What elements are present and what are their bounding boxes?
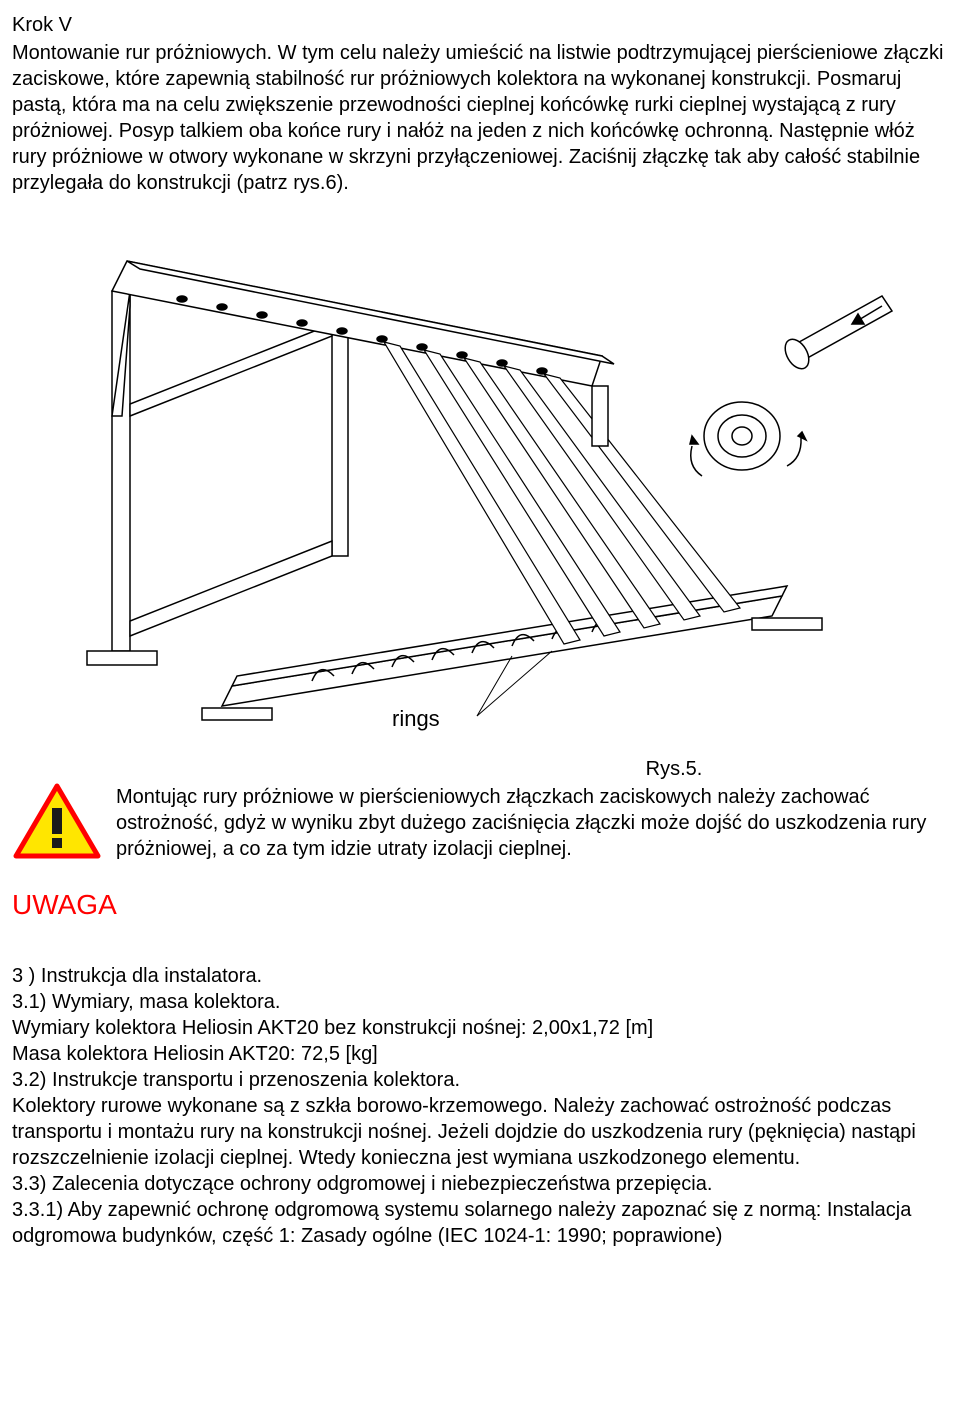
section-3-1-title: 3.1) Wymiary, masa kolektora. [12,989,952,1015]
section-3-2-title: 3.2) Instrukcje transportu i przenoszeni… [12,1067,952,1093]
section-3-3-title: 3.3) Zalecenia dotyczące ochrony odgromo… [12,1171,952,1197]
rings-label: rings [392,706,440,731]
section-3-heading: 3 ) Instrukcja dla instalatora. [12,963,952,989]
step-body: Montowanie rur próżniowych. W tym celu n… [12,40,952,196]
section-3-1-line2: Masa kolektora Heliosin AKT20: 72,5 [kg] [12,1041,952,1067]
uwaga-label: UWAGA [12,887,952,923]
step-title: Krok V [12,12,952,38]
section-3: 3 ) Instrukcja dla instalatora. 3.1) Wym… [12,963,952,1249]
warning-icon-cell [12,756,102,869]
figure-caption-text: Montując rury próżniowe w pierścieniowyc… [116,784,952,862]
collector-diagram: rings [32,236,932,736]
section-3-1-line1: Wymiary kolektora Heliosin AKT20 bez kon… [12,1015,952,1041]
warning-icon [12,782,102,862]
figure-number: Rys.5. [396,756,952,782]
figure-5: rings [12,236,952,736]
section-3-3-body: 3.3.1) Aby zapewnić ochronę odgromową sy… [12,1197,952,1249]
figure-caption-block: Rys.5. Montując rury próżniowe w pierści… [12,756,952,923]
document-page: Krok V Montowanie rur próżniowych. W tym… [0,0,960,1269]
section-3-2-body: Kolektory rurowe wykonane są z szkła bor… [12,1093,952,1171]
